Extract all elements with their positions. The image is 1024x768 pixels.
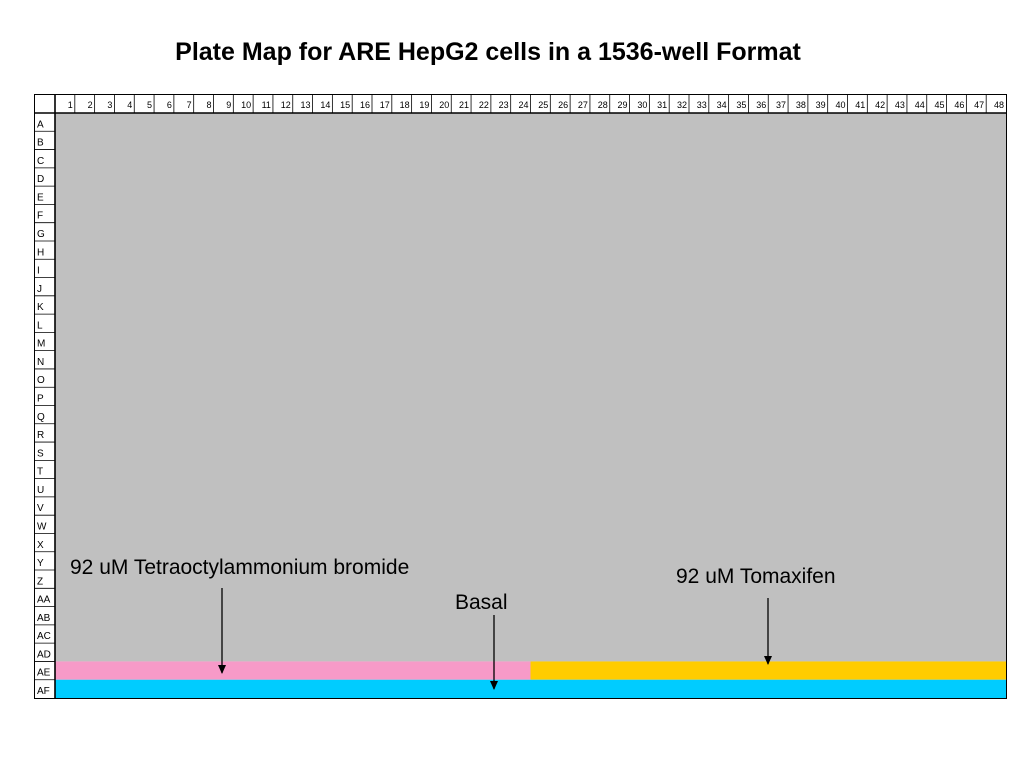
column-header-label: 44	[915, 100, 925, 110]
plate-region-0	[55, 113, 1006, 662]
column-header-label: 21	[459, 100, 469, 110]
column-header-label: 46	[954, 100, 964, 110]
column-header-label: 11	[262, 100, 271, 110]
column-header-label: 35	[736, 100, 746, 110]
row-header-label: Q	[37, 412, 45, 423]
row-header-label: M	[37, 339, 45, 350]
row-header-label: Y	[37, 558, 44, 569]
column-header-label: 28	[598, 100, 608, 110]
column-header-label: 17	[380, 100, 390, 110]
column-header-label: 47	[974, 100, 984, 110]
column-header-label: 41	[855, 100, 865, 110]
column-header-label: 14	[320, 100, 330, 110]
column-header-label: 5	[147, 100, 152, 110]
column-header-label: 34	[717, 100, 727, 110]
column-header-label: 31	[657, 100, 667, 110]
column-header-label: 4	[127, 100, 132, 110]
column-header-label: 9	[226, 100, 231, 110]
row-header-label: U	[37, 485, 44, 496]
row-header-label: W	[37, 521, 47, 532]
column-header-label: 12	[281, 100, 291, 110]
column-header-label: 43	[895, 100, 905, 110]
column-header-label: 16	[360, 100, 370, 110]
column-header-label: 42	[875, 100, 885, 110]
row-header-label: N	[37, 357, 44, 368]
column-header-label: 23	[499, 100, 509, 110]
row-header-label: E	[37, 192, 44, 203]
row-header-label: AA	[37, 595, 51, 606]
column-header-label: 13	[301, 100, 311, 110]
row-header-label: AC	[37, 631, 51, 642]
row-header-label: H	[37, 247, 44, 258]
basal-arrowhead	[490, 681, 498, 690]
column-header-label: 3	[107, 100, 112, 110]
plate-region-1	[55, 661, 531, 680]
row-header-label: T	[37, 467, 43, 478]
row-header-label: P	[37, 394, 44, 405]
column-header-label: 38	[796, 100, 806, 110]
row-header-label: D	[37, 174, 44, 185]
tetraoctylammonium-arrowhead	[218, 665, 226, 674]
column-header-label: 30	[637, 100, 647, 110]
column-header-label: 10	[241, 100, 251, 110]
row-header-label: I	[37, 266, 40, 277]
plate-region-3	[55, 679, 1006, 698]
plate-map-title: Plate Map for ARE HepG2 cells in a 1536-…	[175, 38, 801, 66]
column-header-label: 26	[558, 100, 568, 110]
column-header-label: 24	[518, 100, 528, 110]
row-header-label: K	[37, 302, 44, 313]
column-header-label: 32	[677, 100, 687, 110]
plate-map-grid: 1 2 3 4 5 6 7 8 9 10 11 12 13 14 15 16 17 18 19 20 21 22 23 24 2…	[34, 94, 1007, 699]
column-header-label: 15	[340, 100, 350, 110]
row-header-label: G	[37, 229, 45, 240]
row-header-label: AD	[37, 649, 51, 660]
row-header-label: Z	[37, 576, 43, 587]
column-header-label: 27	[578, 100, 588, 110]
row-header-label: L	[37, 320, 43, 331]
column-header-label: 25	[538, 100, 548, 110]
row-header-label: B	[37, 138, 44, 149]
column-header-label: 36	[756, 100, 766, 110]
column-header-label: 33	[697, 100, 707, 110]
column-header-label: 20	[439, 100, 449, 110]
column-header-label: 48	[994, 100, 1004, 110]
row-header-label: AF	[37, 686, 50, 697]
row-header-label: O	[37, 375, 45, 386]
tomaxifen-arrowhead	[764, 656, 772, 665]
tetraoctylammonium-label: 92 uM Tetraoctylammonium bromide	[70, 556, 410, 579]
column-header-label: 45	[935, 100, 945, 110]
column-header-label: 6	[167, 100, 172, 110]
row-header-label: AE	[37, 668, 51, 679]
row-header-label: X	[37, 540, 44, 551]
column-header-label: 40	[835, 100, 845, 110]
row-header-label: S	[37, 448, 44, 459]
column-header-label: 1	[68, 100, 73, 110]
column-header-label: 8	[206, 100, 211, 110]
column-header-label: 29	[618, 100, 628, 110]
column-header-label: 22	[479, 100, 489, 110]
row-header-label: R	[37, 430, 44, 441]
row-header-label: A	[37, 119, 44, 130]
row-header-label: V	[37, 503, 44, 514]
column-header-label: 7	[187, 100, 192, 110]
column-header-label: 37	[776, 100, 786, 110]
column-header-label: 18	[400, 100, 410, 110]
row-header-label: F	[37, 211, 43, 222]
plate-region-2	[530, 661, 1006, 680]
row-header-label: J	[37, 284, 42, 295]
column-header-label: 2	[88, 100, 93, 110]
tomaxifen-label: 92 uM Tomaxifen	[676, 565, 836, 588]
column-header-label: 39	[816, 100, 826, 110]
row-header-label: C	[37, 156, 44, 167]
row-header-label: AB	[37, 613, 51, 624]
plate-grid-svg: 1 2 3 4 5 6 7 8 9 10 11 12 13 14 15 16 17 18 19 20 21 22 23 24 2…	[35, 95, 1006, 698]
basal-label: Basal	[455, 591, 508, 614]
column-header-label: 19	[419, 100, 429, 110]
